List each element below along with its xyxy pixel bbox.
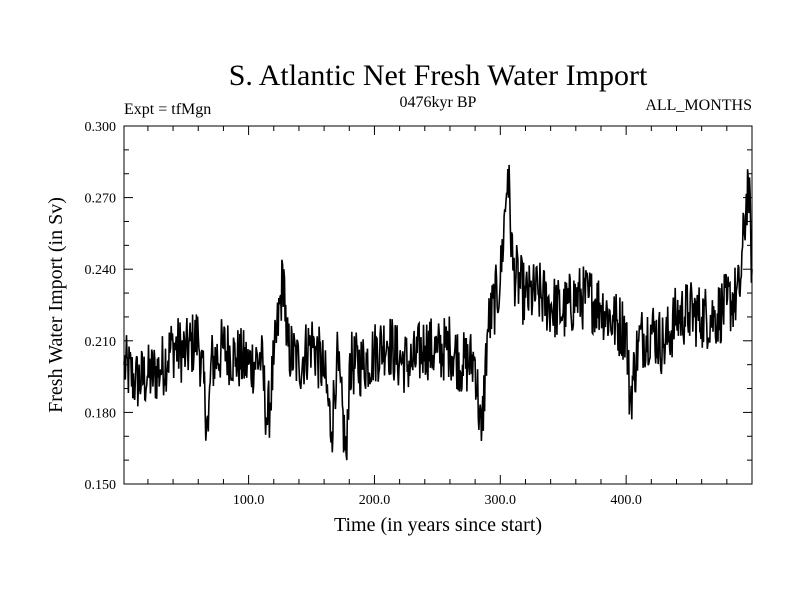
axis-ticks: [124, 126, 752, 484]
x-tick-labels: 100.0 200.0 300.0 400.0: [233, 493, 642, 508]
period-label: 0476kyr BP: [400, 94, 477, 111]
x-tick-label: 400.0: [610, 493, 642, 508]
experiment-label: Expt = tfMgn: [124, 101, 211, 118]
y-tick-label: 0.150: [85, 478, 117, 493]
chart-title: S. Atlantic Net Fresh Water Import: [229, 59, 648, 92]
x-axis-label: Time (in years since start): [334, 514, 542, 536]
y-tick-label: 0.210: [85, 335, 117, 350]
y-tick-label: 0.240: [85, 263, 117, 278]
x-tick-label: 200.0: [359, 493, 391, 508]
series-line: [123, 164, 753, 461]
x-tick-label: 100.0: [233, 493, 265, 508]
y-tick-label: 0.300: [85, 120, 117, 135]
x-tick-label: 300.0: [485, 493, 517, 508]
y-axis-label: Fresh Water Import (in Sv): [45, 197, 67, 413]
months-label: ALL_MONTHS: [645, 97, 752, 114]
y-tick-label: 0.180: [85, 406, 117, 421]
y-tick-labels: 0.150 0.180 0.210 0.240 0.270 0.300: [85, 120, 117, 493]
plot-frame: [123, 125, 753, 485]
y-tick-label: 0.270: [85, 192, 117, 207]
